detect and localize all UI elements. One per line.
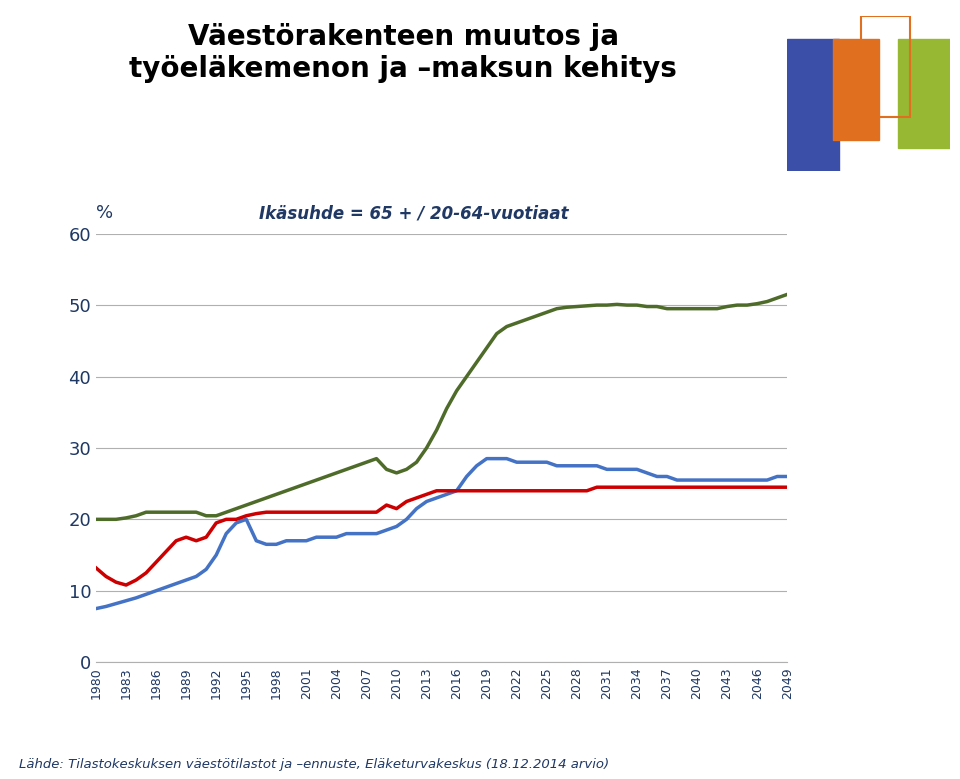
Bar: [787, 39, 839, 171]
Bar: [899, 39, 950, 148]
Text: Väestörakenteen muutos ja: Väestörakenteen muutos ja: [188, 23, 618, 51]
Bar: [860, 16, 910, 117]
Bar: [833, 39, 878, 140]
Text: työeläkemenon ja –maksun kehitys: työeläkemenon ja –maksun kehitys: [130, 55, 677, 83]
Text: %: %: [96, 204, 113, 222]
Text: Lähde: Tilastokeskuksen väestötilastot ja –ennuste, Eläketurvakeskus (18.12.2014: Lähde: Tilastokeskuksen väestötilastot j…: [19, 758, 610, 771]
Text: Ikäsuhde = 65 + / 20-64-vuotiaat: Ikäsuhde = 65 + / 20-64-vuotiaat: [259, 204, 569, 222]
